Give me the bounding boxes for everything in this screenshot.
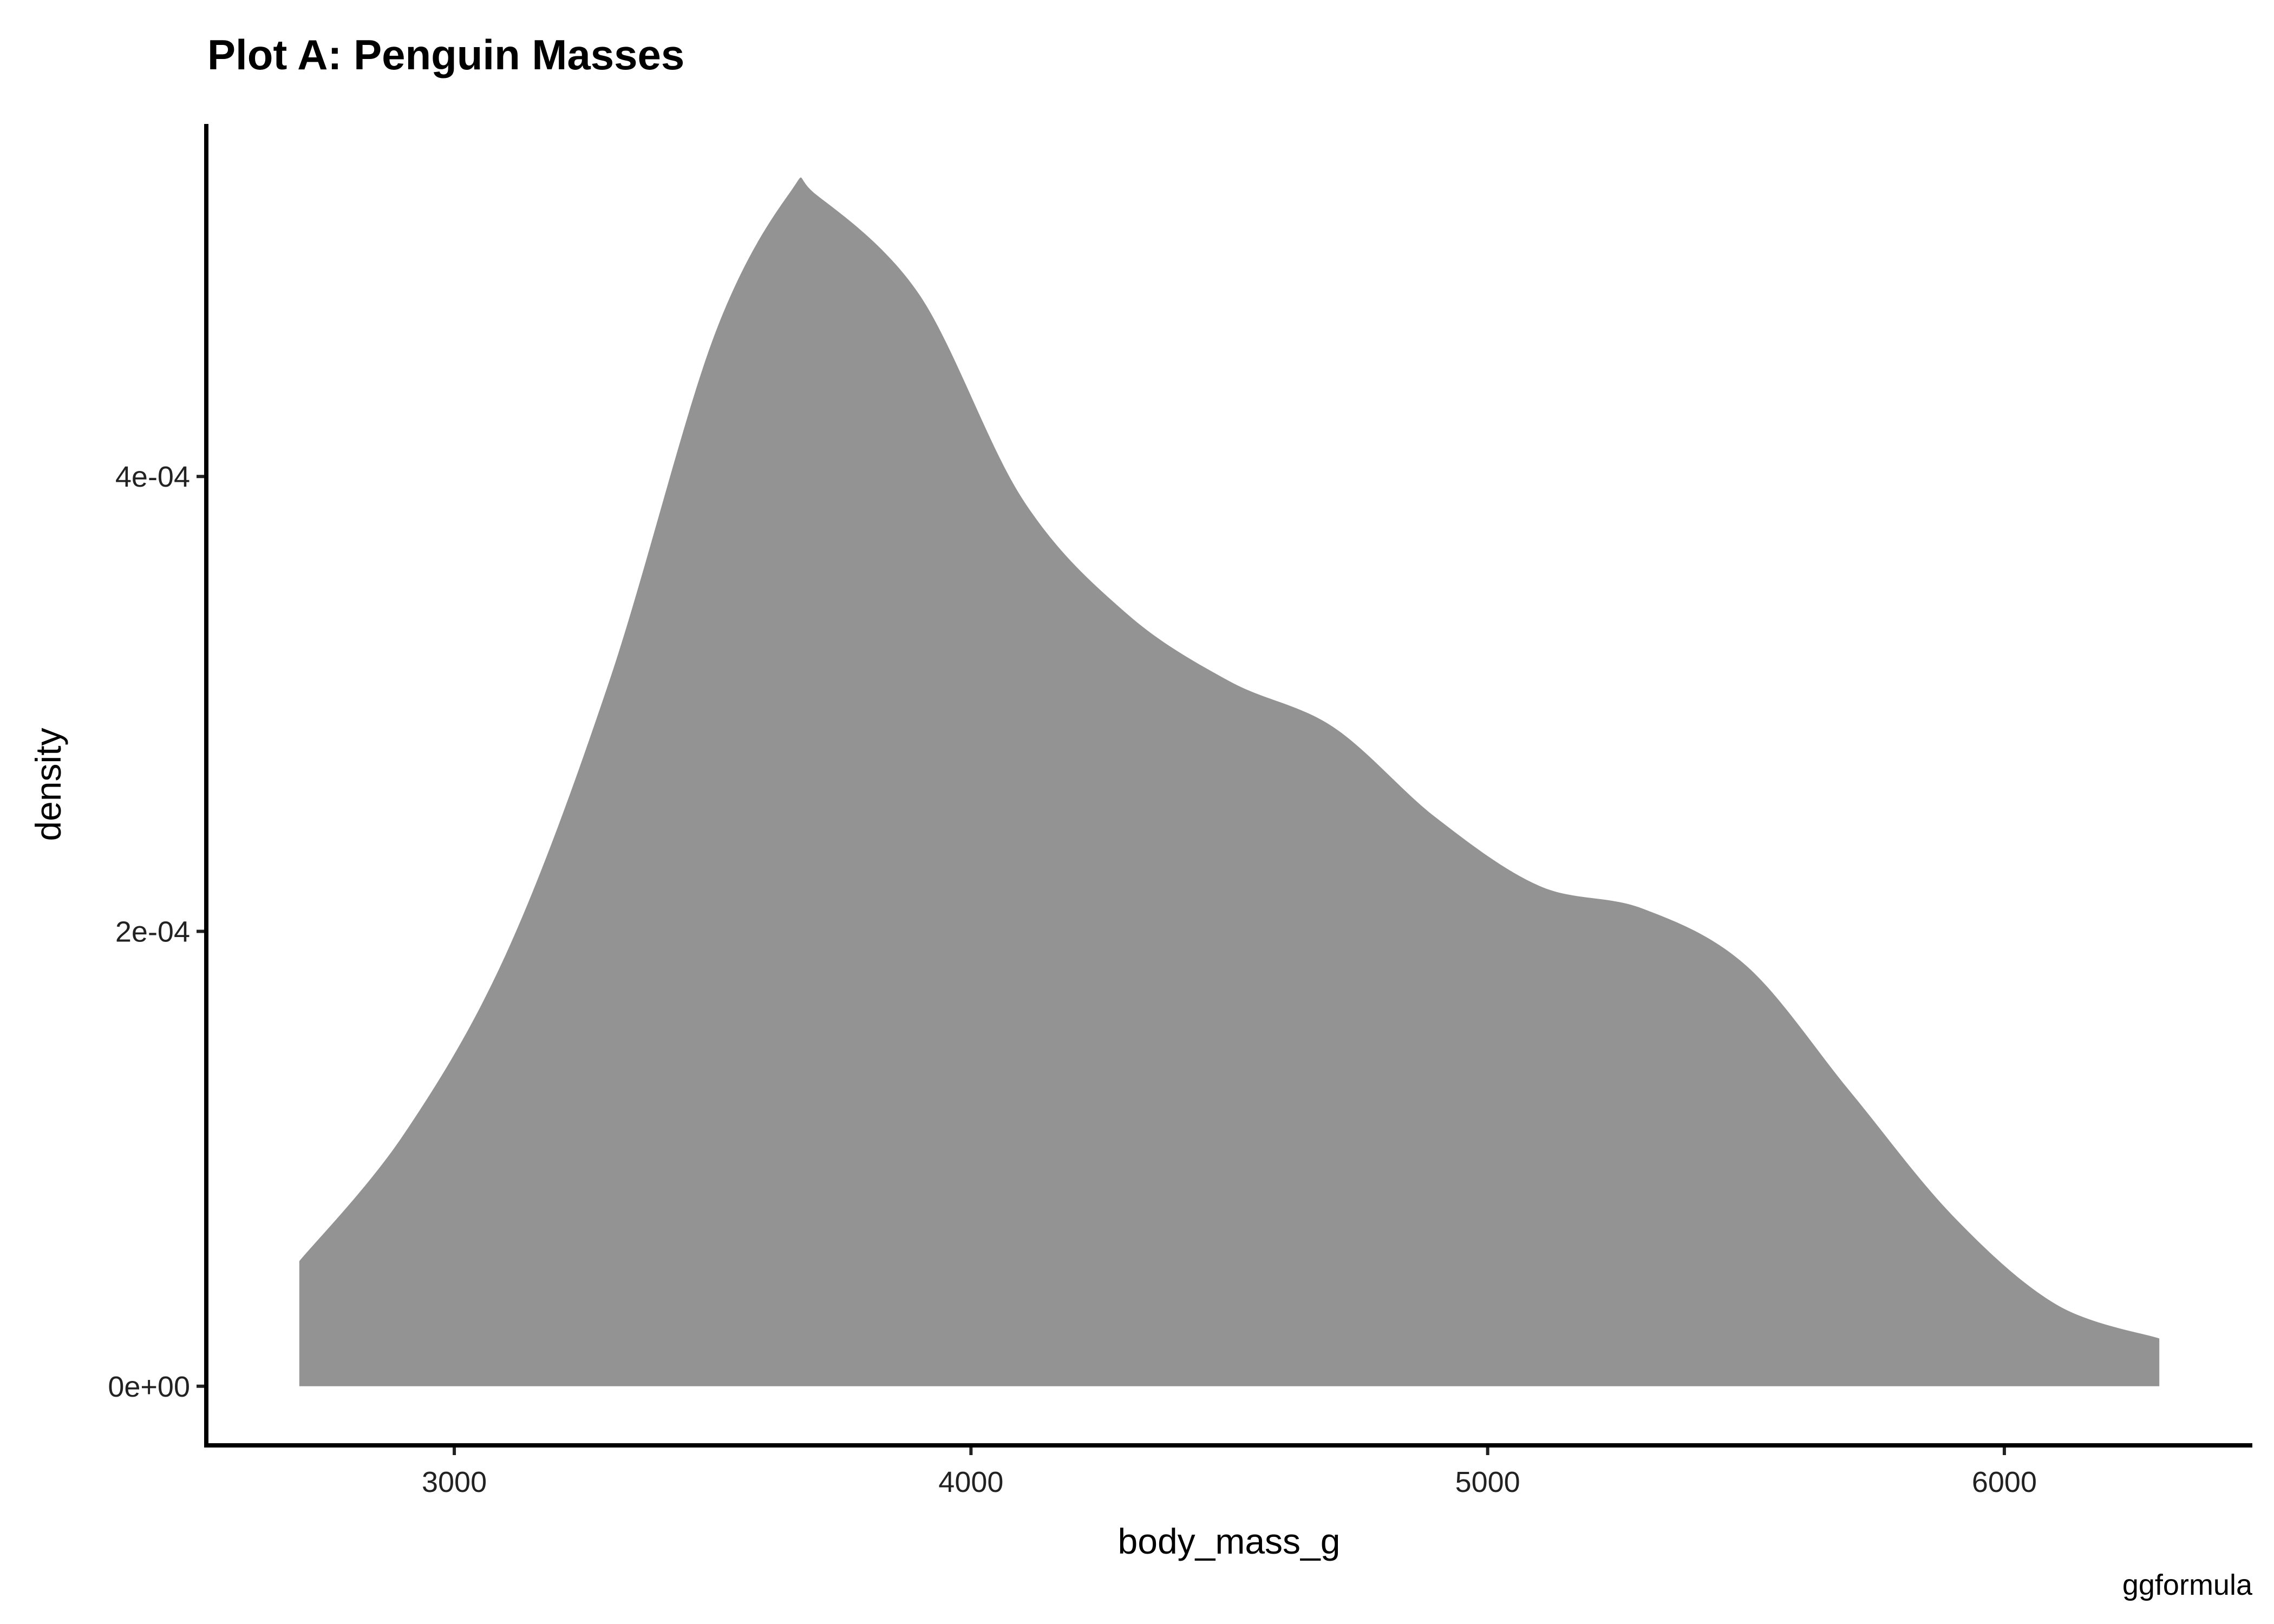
chart-title: Plot A: Penguin Masses [207,31,684,78]
density-area [299,177,2160,1386]
y-axis-ticks: 0e+00 2e-04 4e-04 [108,461,204,1403]
x-tick-label: 5000 [1455,1466,1520,1498]
x-tick-label: 6000 [1972,1466,2037,1498]
y-tick-label: 0e+00 [108,1371,190,1403]
chart-caption: ggformula [2122,1569,2253,1601]
x-axis-title: body_mass_g [1118,1521,1341,1561]
density-area-layer [299,177,2160,1386]
x-tick-label: 3000 [422,1466,487,1498]
y-axis-title: density [28,728,68,841]
x-axis-ticks: 3000 4000 5000 6000 [422,1448,2037,1498]
x-tick-label: 4000 [938,1466,1003,1498]
y-tick-label: 2e-04 [115,915,190,948]
y-tick-label: 4e-04 [115,461,190,493]
